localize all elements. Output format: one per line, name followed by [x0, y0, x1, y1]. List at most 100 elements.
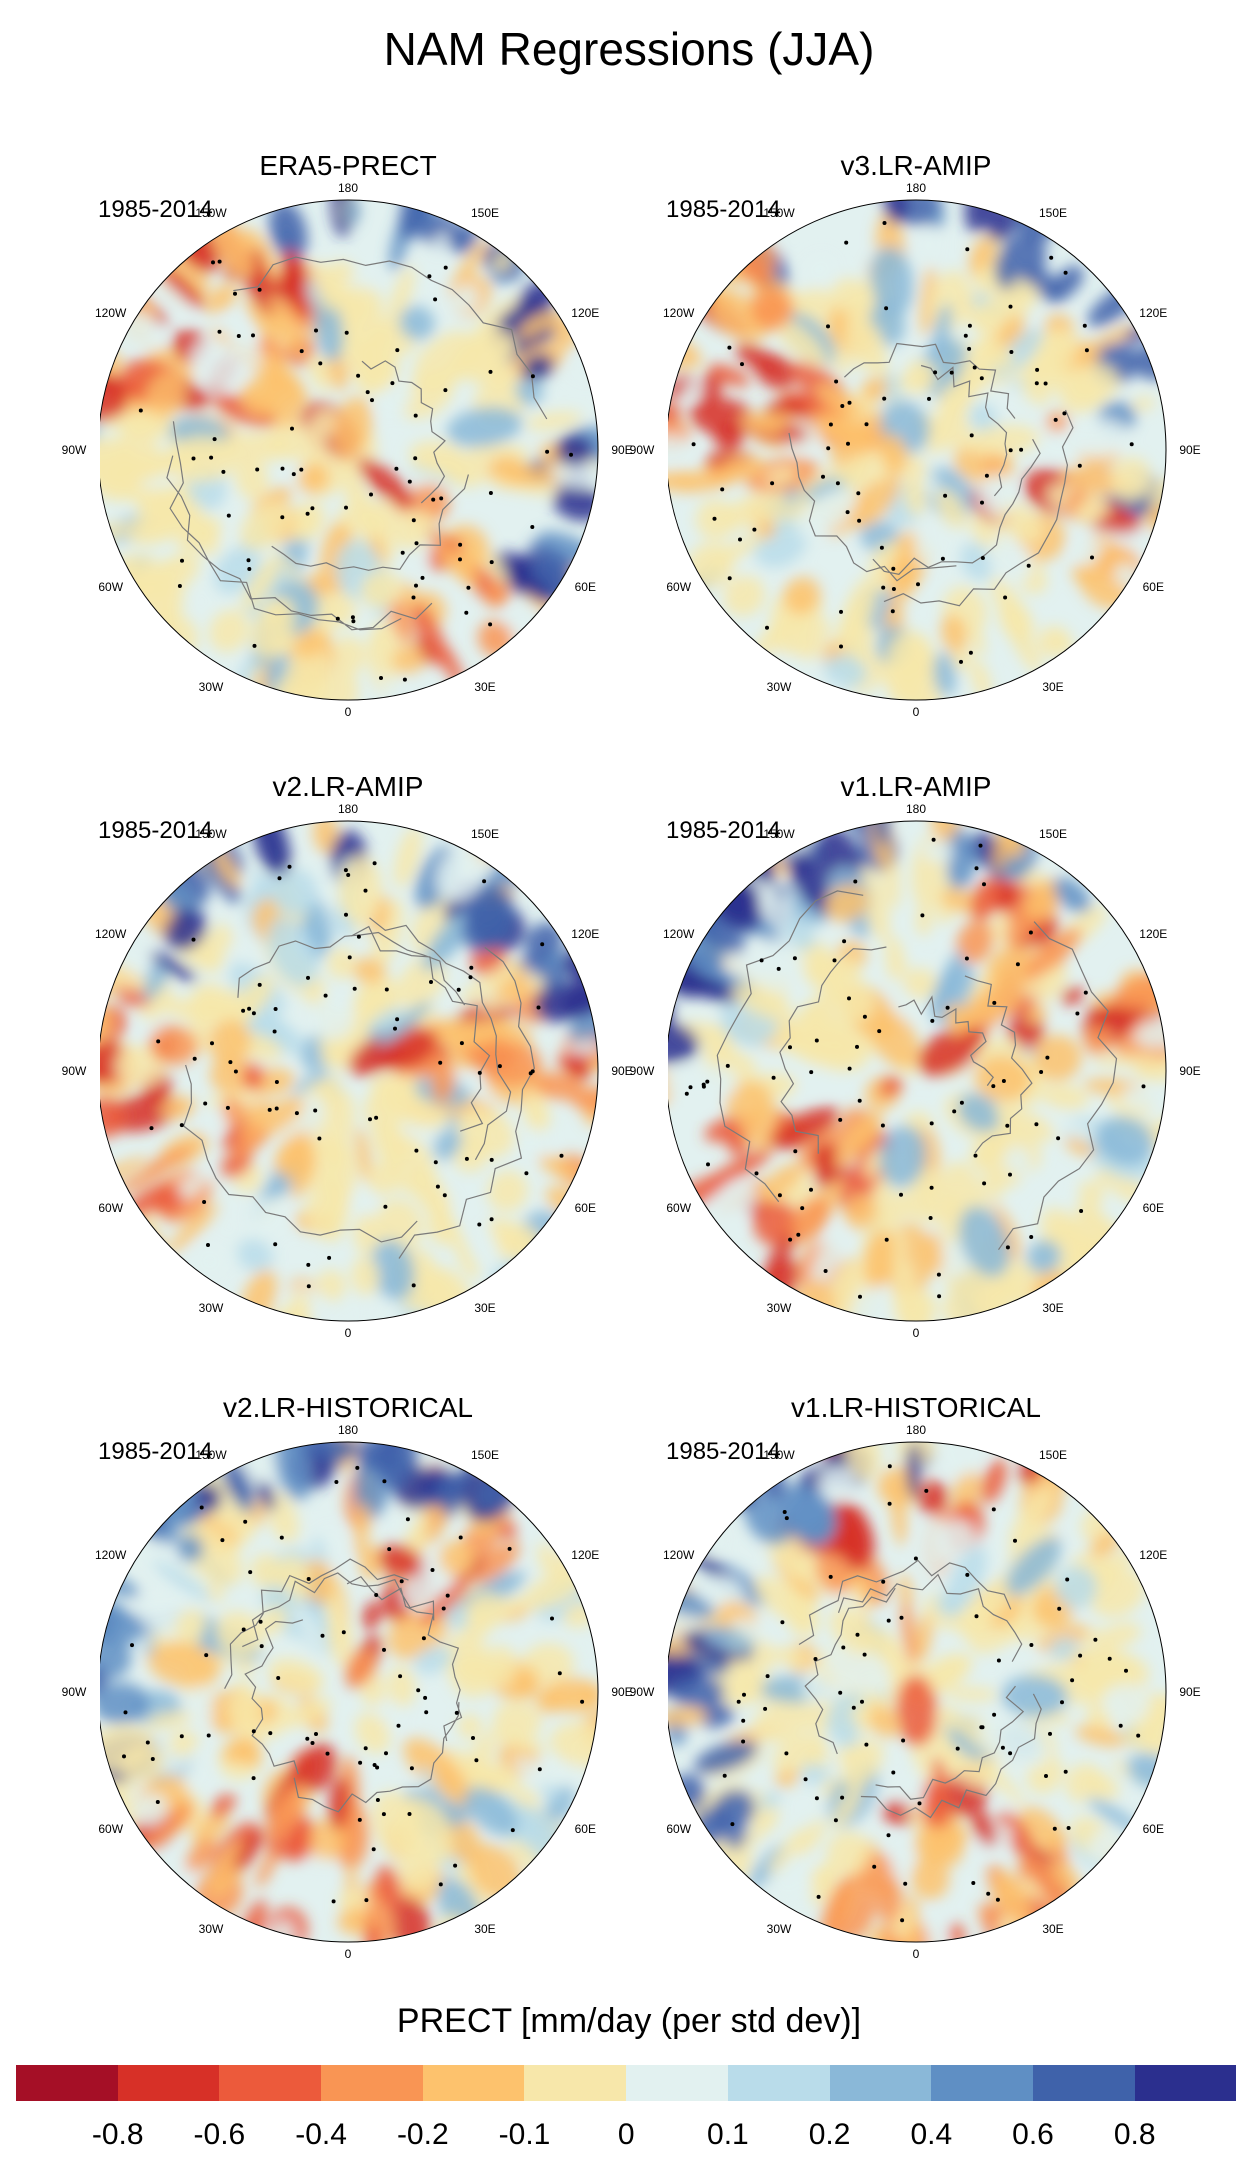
longitude-label: 120E [1139, 306, 1168, 320]
significance-dot [1063, 270, 1068, 275]
significance-dot [862, 1652, 867, 1657]
longitude-label: 120E [1139, 927, 1168, 941]
anomaly-blob [231, 1129, 269, 1160]
anomaly-blob [914, 1825, 949, 1865]
significance-dot [840, 404, 845, 408]
anomaly-blob [759, 1791, 782, 1811]
significance-dot [722, 1773, 727, 1778]
anomaly-blob [871, 1176, 886, 1204]
anomaly-blob [430, 1059, 456, 1103]
anomaly-blob [668, 435, 693, 463]
significance-dot [202, 1200, 207, 1204]
colorbar-swatch [321, 2065, 423, 2101]
significance-dot [1070, 1678, 1075, 1683]
longitude-label: 30E [1042, 1922, 1064, 1937]
anomaly-blob [352, 957, 386, 984]
significance-dot [305, 1736, 310, 1741]
significance-dot [1026, 563, 1031, 568]
significance-dot [233, 291, 237, 296]
longitude-label: 120E [571, 927, 600, 941]
longitude-label: 0 [344, 1947, 352, 1961]
significance-dot [864, 1742, 869, 1747]
anomaly-blob [464, 1786, 519, 1836]
significance-dot [291, 472, 296, 477]
anomaly-blob [1040, 1083, 1089, 1110]
anomaly-blob [487, 476, 559, 496]
significance-dot [445, 1593, 450, 1598]
significance-dot [375, 1798, 380, 1802]
anomaly-blob [883, 200, 909, 224]
anomaly-blob [935, 488, 967, 529]
significance-dot [1029, 1235, 1034, 1239]
longitude-label: 150E [1038, 826, 1068, 841]
anomaly-blob [694, 1740, 758, 1774]
significance-dot [725, 1063, 730, 1068]
map-panel: v1.LR-HISTORICAL 1985-2014 180 150E 120E 90E 6… [630, 1392, 1258, 2012]
longitude-label: 90W [61, 1064, 87, 1078]
significance-dot [191, 937, 196, 942]
longitude-label: 60W [666, 1201, 692, 1215]
longitude-label: 30W [198, 1301, 224, 1316]
anomaly-blob [731, 985, 794, 1021]
anomaly-blob [870, 246, 914, 317]
significance-dot [474, 1758, 479, 1763]
anomaly-blob [815, 383, 863, 418]
significance-dot [211, 260, 215, 265]
longitude-label: 120W [663, 927, 695, 941]
significance-dot [882, 396, 887, 401]
significance-dot [427, 274, 432, 279]
significance-dot [996, 1658, 1001, 1663]
anomaly-blob [879, 1076, 903, 1097]
significance-dot [943, 493, 948, 498]
map-border [668, 820, 1167, 1322]
significance-dot [550, 1616, 554, 1621]
anomaly-blob [993, 1871, 1034, 1932]
colorbar-label: -0.4 [295, 2118, 347, 2151]
anomaly-blob [149, 1025, 199, 1065]
significance-dot [243, 1519, 248, 1524]
significance-dot [247, 567, 252, 571]
anomaly-blob [100, 437, 137, 482]
significance-dot [864, 422, 869, 427]
anomaly-blob [356, 1442, 380, 1471]
anomaly-blob [483, 1765, 514, 1791]
longitude-label: 30E [1042, 1301, 1064, 1316]
longitude-label: 30E [474, 680, 496, 695]
significance-dot [952, 1109, 957, 1114]
anomaly-blob [844, 1194, 878, 1230]
significance-dot [1077, 463, 1082, 468]
map-panel: ERA5-PRECT 1985-2014 180 150E 120E 90E 60E 30E 0… [62, 150, 720, 770]
significance-dot [191, 456, 196, 461]
longitude-label: 30W [766, 1301, 792, 1316]
significance-dot [1049, 255, 1054, 260]
longitude-label: 120E [571, 306, 600, 320]
anomaly-blob [250, 1553, 284, 1588]
anomaly-blob [271, 868, 319, 916]
significance-dot [364, 1898, 369, 1903]
polar-map [668, 199, 1167, 701]
significance-dot [816, 1894, 821, 1899]
anomaly-blob [755, 1162, 804, 1204]
significance-dot [156, 1039, 161, 1044]
anomaly-blob [780, 1484, 834, 1546]
anomaly-blob [940, 614, 968, 653]
anomaly-blob [843, 1442, 881, 1481]
anomaly-blob [833, 955, 861, 984]
anomaly-blob [1078, 1181, 1105, 1205]
significance-dot [217, 259, 222, 264]
significance-dot [858, 1294, 862, 1299]
anomaly-blob [725, 1081, 773, 1124]
anomaly-blob [528, 542, 575, 570]
significance-dot [1053, 417, 1058, 422]
anomaly-blob [768, 615, 810, 656]
longitude-label: 0 [344, 1326, 352, 1340]
polar-map [668, 1441, 1167, 1943]
significance-dot [488, 369, 493, 374]
significance-dot [740, 362, 744, 367]
panel-title: v2.LR-AMIP [272, 771, 424, 802]
significance-dot [1045, 1055, 1050, 1060]
colorbar-label: -0.2 [396, 2118, 449, 2151]
anomaly-blob [1048, 1828, 1068, 1849]
significance-dot [394, 466, 399, 471]
significance-dot [369, 492, 373, 497]
